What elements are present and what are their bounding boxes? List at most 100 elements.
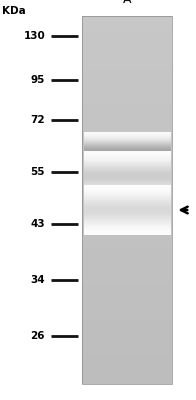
Bar	[84, 218, 171, 219]
Bar	[84, 206, 171, 207]
Bar	[84, 166, 171, 167]
Bar	[82, 318, 172, 320]
Bar	[84, 160, 171, 161]
Bar	[84, 164, 171, 165]
Bar	[82, 375, 172, 377]
Bar	[82, 336, 172, 338]
Bar	[84, 222, 171, 223]
Bar	[84, 187, 171, 188]
Bar	[84, 144, 171, 145]
Bar	[82, 134, 172, 136]
Bar	[84, 195, 171, 196]
Bar	[84, 219, 171, 220]
Bar	[84, 147, 171, 148]
Bar	[82, 200, 172, 202]
Bar	[84, 232, 171, 233]
Bar	[82, 32, 172, 34]
Bar	[82, 112, 172, 114]
Bar	[82, 172, 172, 174]
Bar	[84, 191, 171, 192]
Bar	[84, 185, 171, 186]
Bar	[82, 82, 172, 84]
Bar	[82, 141, 172, 143]
Bar	[84, 156, 171, 157]
Bar	[82, 329, 172, 331]
Bar	[82, 220, 172, 222]
Bar	[84, 139, 171, 140]
Bar	[82, 253, 172, 255]
Bar	[84, 187, 171, 188]
Bar	[82, 75, 172, 77]
Bar	[82, 259, 172, 261]
Bar	[84, 193, 171, 194]
Bar	[84, 214, 171, 216]
Bar	[82, 226, 172, 228]
Bar	[82, 307, 172, 308]
Bar	[82, 121, 172, 123]
Bar	[84, 168, 171, 169]
Bar	[82, 331, 172, 332]
Bar	[84, 137, 171, 138]
Bar	[82, 202, 172, 204]
Bar	[82, 185, 172, 187]
Bar	[84, 172, 171, 173]
Bar	[84, 199, 171, 200]
Bar	[82, 250, 172, 252]
Bar	[82, 334, 172, 336]
Bar	[84, 208, 171, 209]
Bar	[82, 248, 172, 250]
Bar	[82, 84, 172, 86]
Bar	[82, 90, 172, 92]
Bar	[82, 191, 172, 193]
Bar	[82, 349, 172, 351]
Bar	[84, 165, 171, 166]
Bar	[84, 184, 171, 186]
Bar	[82, 308, 172, 310]
Bar	[82, 345, 172, 347]
Bar	[82, 88, 172, 90]
Bar	[82, 246, 172, 248]
Bar	[84, 155, 171, 156]
Bar	[84, 207, 171, 208]
Bar	[84, 150, 171, 151]
Bar	[84, 184, 171, 185]
Bar	[82, 130, 172, 132]
Bar	[82, 34, 172, 36]
Bar	[84, 148, 171, 149]
Bar	[82, 257, 172, 259]
Bar	[82, 327, 172, 329]
Bar	[84, 179, 171, 180]
Bar	[84, 221, 171, 222]
Bar	[84, 167, 171, 168]
Bar	[82, 378, 172, 380]
Bar	[82, 138, 172, 139]
Bar	[82, 244, 172, 246]
Bar	[84, 201, 171, 202]
Bar	[82, 25, 172, 27]
Bar	[84, 155, 171, 156]
Bar	[84, 142, 171, 143]
Bar	[82, 77, 172, 78]
Bar	[82, 115, 172, 117]
Bar	[84, 188, 171, 189]
Bar	[82, 161, 172, 163]
Bar	[82, 58, 172, 60]
Bar	[84, 158, 171, 159]
Bar	[84, 196, 171, 197]
Bar	[82, 68, 172, 69]
Bar	[82, 102, 172, 104]
Bar	[82, 193, 172, 194]
Bar	[84, 173, 171, 174]
Bar	[82, 264, 172, 266]
Bar	[82, 194, 172, 196]
Bar	[82, 235, 172, 237]
Bar	[84, 198, 171, 199]
Bar	[82, 36, 172, 38]
Bar	[82, 252, 172, 253]
Bar	[82, 347, 172, 349]
Bar	[82, 154, 172, 156]
Bar	[82, 262, 172, 264]
Bar	[82, 281, 172, 283]
Bar	[82, 344, 172, 345]
Bar	[82, 128, 172, 130]
